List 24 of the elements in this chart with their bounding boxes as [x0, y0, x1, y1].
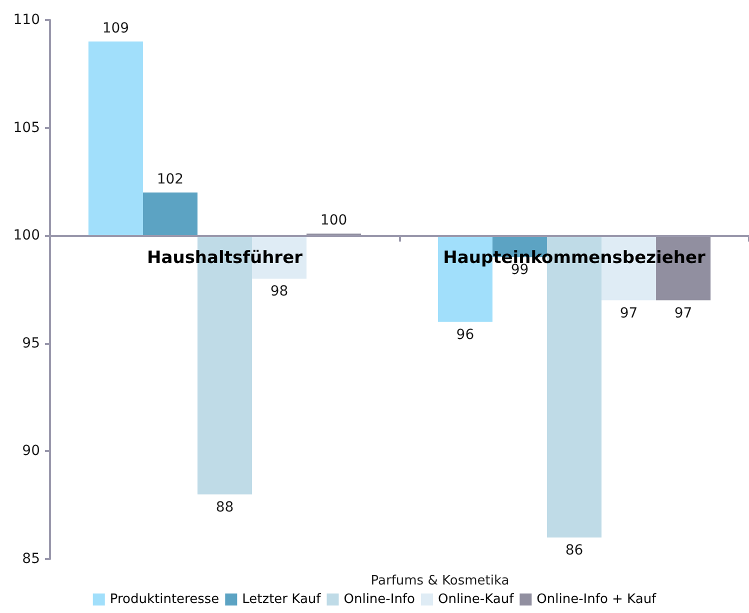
data-label: 97 [620, 305, 638, 322]
y-tick-label: 85 [22, 551, 40, 567]
data-label: 88 [216, 499, 234, 516]
data-label: 100 [320, 212, 348, 229]
legend-label: Produktinteresse [110, 592, 220, 607]
legend-label: Letzter Kauf [242, 592, 322, 607]
data-label: 97 [674, 305, 692, 322]
data-label: 86 [565, 542, 584, 558]
y-tick-label: 90 [22, 443, 40, 460]
data-label: 98 [270, 284, 288, 300]
x-tick-label: Haushaltsführer [147, 248, 304, 268]
data-label: 109 [102, 20, 130, 37]
x-axis-title: Parfums & Kosmetika [370, 574, 510, 588]
legend-label: Online-Info + Kauf [536, 592, 657, 607]
data-label: 96 [456, 326, 474, 343]
y-tick-label: 95 [22, 335, 40, 352]
y-tick-label: 105 [13, 120, 40, 136]
data-label: 102 [156, 171, 184, 188]
bar [142, 192, 198, 236]
y-tick-label: 110 [13, 12, 40, 28]
bar [88, 42, 143, 236]
legend-label: Online-Kauf [438, 592, 514, 607]
y-tick-label: 100 [13, 228, 40, 244]
legend-label: Online-Info [344, 592, 416, 607]
